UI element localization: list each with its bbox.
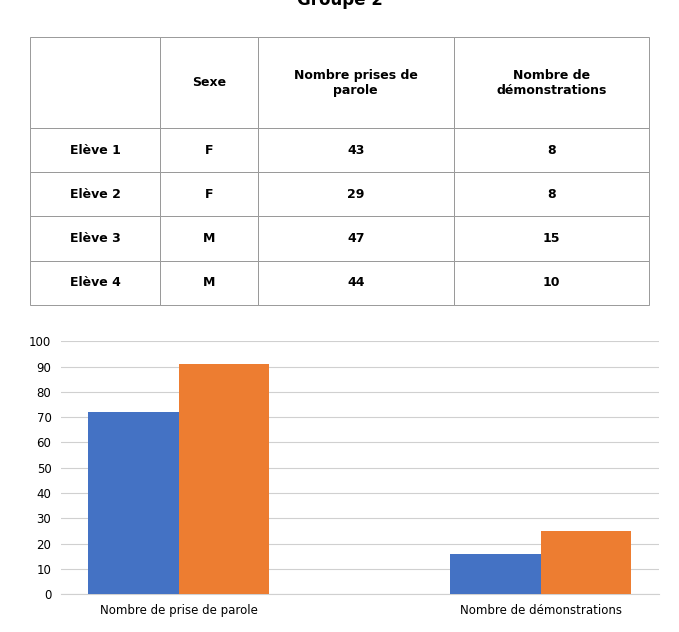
Text: Groupe 2: Groupe 2	[297, 0, 382, 9]
Bar	[179, 364, 270, 594]
Bar	[541, 531, 631, 594]
Bar	[88, 412, 179, 594]
Bar	[450, 554, 541, 594]
